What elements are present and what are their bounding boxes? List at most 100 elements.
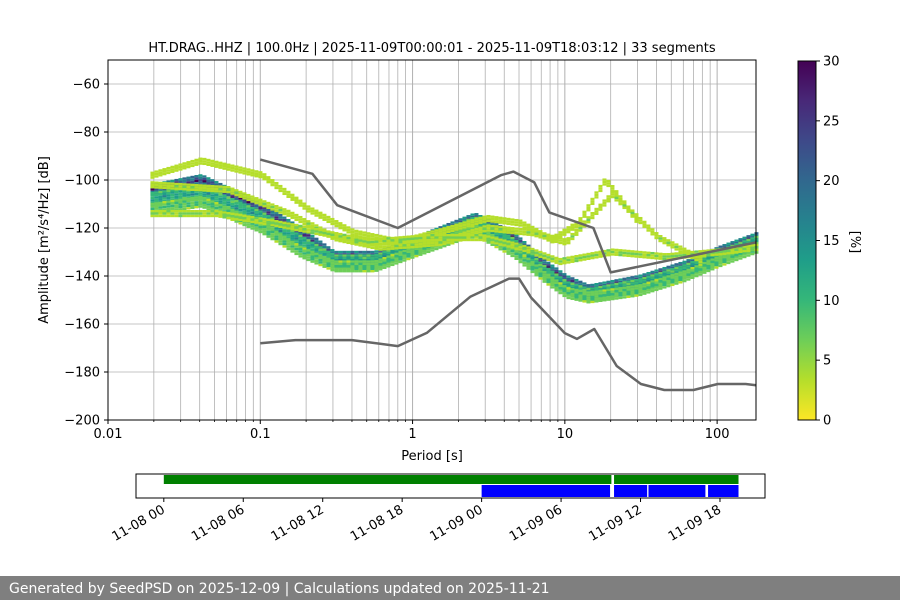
psd-cell xyxy=(470,223,475,227)
psd-cell xyxy=(150,176,155,179)
psd-cell xyxy=(214,204,219,207)
psd-cell xyxy=(170,187,175,190)
psd-cell xyxy=(526,262,531,266)
psd-cell xyxy=(598,187,603,190)
psd-cell xyxy=(530,225,535,229)
psd-cell xyxy=(482,239,487,242)
psd-cell xyxy=(638,286,643,289)
psd-cell xyxy=(282,190,287,193)
psd-cell xyxy=(186,212,191,215)
psd-cell xyxy=(386,265,391,268)
psd-cell xyxy=(566,256,571,259)
psd-cell xyxy=(394,259,399,263)
psd-cell xyxy=(578,292,583,295)
psd-cell xyxy=(586,257,591,261)
psd-cell xyxy=(402,254,407,257)
psd-cell xyxy=(706,267,711,270)
psd-cell xyxy=(186,181,191,184)
psd-cell xyxy=(326,246,331,249)
psd-cell xyxy=(750,237,755,240)
psd-cell xyxy=(254,211,259,214)
psd-cell xyxy=(442,227,447,230)
psd-cell xyxy=(278,187,283,190)
psd-cell xyxy=(558,236,563,240)
psd-cell xyxy=(502,232,507,235)
psd-cell xyxy=(518,245,523,249)
psd-cell xyxy=(394,254,399,258)
psd-cell xyxy=(218,182,223,186)
psd-cell xyxy=(542,232,547,235)
psd-cell xyxy=(202,206,207,209)
psd-cell xyxy=(438,238,443,242)
psd-cell xyxy=(274,184,279,187)
psd-cell xyxy=(542,273,547,276)
psd-cell xyxy=(202,204,207,207)
psd-cell xyxy=(262,200,267,203)
psd-cell xyxy=(330,257,335,261)
psd-cell xyxy=(570,258,575,261)
psd-cell xyxy=(622,249,627,252)
psd-cell xyxy=(558,291,563,295)
psd-cell xyxy=(602,199,607,202)
psd-cell xyxy=(358,241,363,245)
psd-cell xyxy=(730,251,735,254)
psd-cell xyxy=(682,272,687,276)
psd-cell xyxy=(342,250,347,254)
psd-cell xyxy=(338,239,343,243)
psd-cell xyxy=(226,193,231,197)
psd-cell xyxy=(166,194,171,197)
psd-cell xyxy=(678,271,683,274)
psd-cell xyxy=(570,290,575,293)
psd-cell xyxy=(666,282,671,285)
psd-cell xyxy=(574,228,579,232)
footer-text: Generated by SeedPSD on 2025-12-09 | Cal… xyxy=(9,581,550,597)
psd-cell xyxy=(618,251,623,254)
psd-cell xyxy=(726,256,731,260)
psd-cell xyxy=(182,164,187,168)
timeline-blue-segment xyxy=(708,485,739,497)
psd-cell xyxy=(330,249,335,252)
psd-cell xyxy=(594,292,599,296)
psd-cell xyxy=(198,212,203,215)
psd-cell xyxy=(210,164,215,167)
psd-cell xyxy=(186,185,191,189)
psd-cell xyxy=(194,196,199,199)
psd-cell xyxy=(154,186,159,189)
psd-cell xyxy=(294,232,299,235)
psd-cell xyxy=(250,222,255,225)
psd-cell xyxy=(582,210,587,214)
psd-cell xyxy=(434,241,439,244)
psd-cell xyxy=(150,194,155,197)
psd-cell xyxy=(478,221,483,224)
psd-cell xyxy=(162,210,167,213)
psd-cell xyxy=(674,243,679,246)
psd-cell xyxy=(338,250,343,254)
psd-cell xyxy=(362,250,367,254)
psd-cell xyxy=(666,277,671,281)
psd-cell xyxy=(178,203,183,206)
psd-cell xyxy=(378,257,383,260)
psd-cell xyxy=(290,221,295,224)
psd-cell xyxy=(314,211,319,215)
psd-cell xyxy=(482,231,487,235)
psd-cell xyxy=(686,262,691,266)
psd-cell xyxy=(190,188,195,191)
psd-cell xyxy=(258,223,263,227)
psd-cell xyxy=(182,192,187,195)
colorbar-tick-label: 5 xyxy=(823,354,831,369)
psd-cell xyxy=(302,237,307,240)
psd-cell xyxy=(674,266,679,270)
psd-cell xyxy=(658,280,663,283)
psd-cell xyxy=(398,249,403,253)
psd-cell xyxy=(578,294,583,297)
psd-cell xyxy=(466,234,471,237)
psd-cell xyxy=(682,264,687,267)
psd-cell xyxy=(626,288,631,291)
psd-cell xyxy=(590,295,595,299)
psd-cell xyxy=(522,254,527,257)
psd-cell xyxy=(426,242,431,245)
psd-cell xyxy=(314,252,319,255)
psd-cell xyxy=(654,236,659,240)
psd-cell xyxy=(370,250,375,254)
psd-cell xyxy=(586,287,591,291)
